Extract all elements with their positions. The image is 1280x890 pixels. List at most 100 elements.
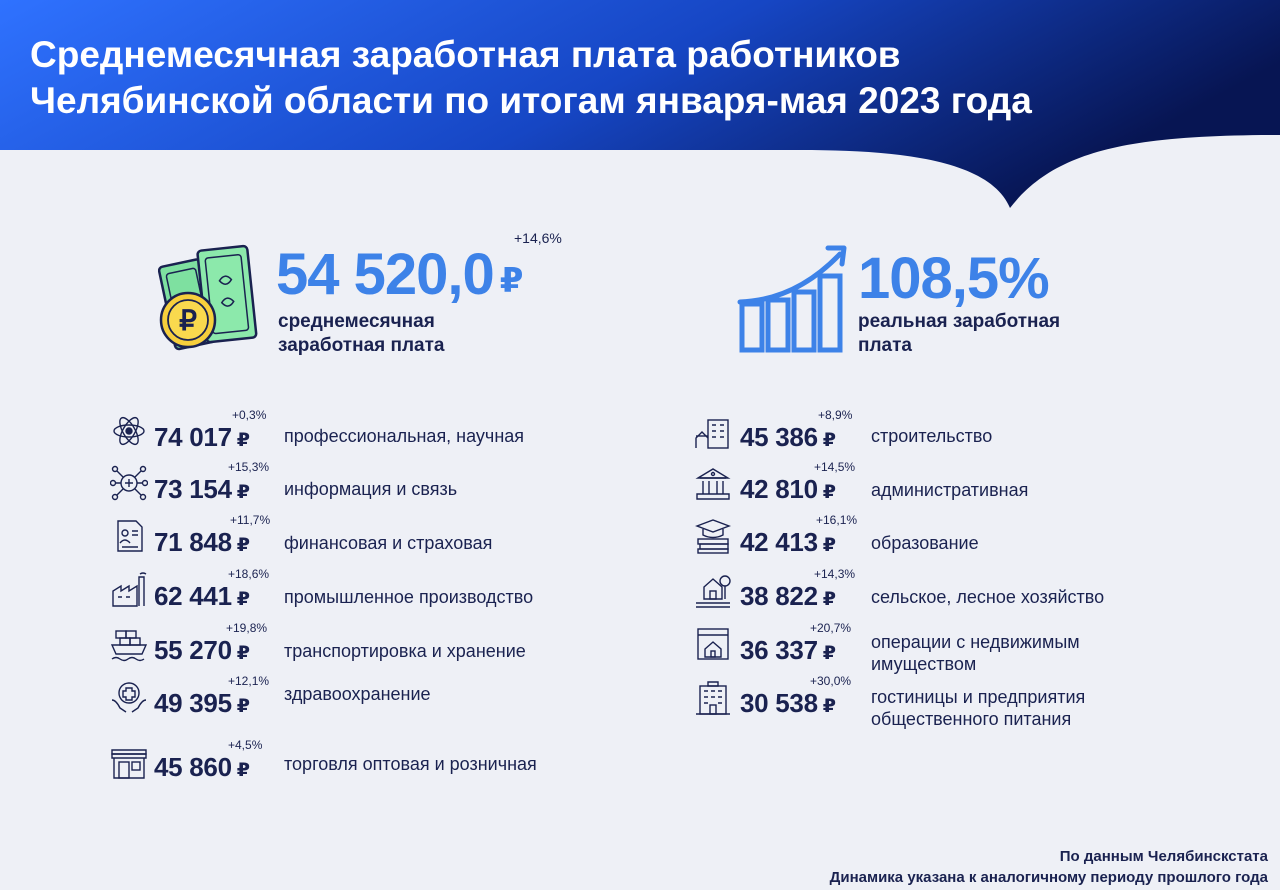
health-care-icon	[111, 682, 147, 713]
sector-label: финансовая и страховая	[284, 533, 493, 553]
sector-value: 30 538 ₽	[740, 688, 836, 719]
sector-change: +30,0%	[810, 674, 852, 688]
growth-chart-icon	[737, 245, 847, 353]
sector-label: административная	[871, 479, 1028, 501]
sector-label: промышленное производство	[284, 587, 534, 607]
salary-change: +14,6%	[514, 230, 562, 246]
network-icon	[110, 465, 148, 501]
sector-amount: 42 810	[740, 474, 818, 504]
sector-currency: ₽	[236, 482, 250, 503]
salary-value: 54 520,0 ₽	[276, 242, 524, 316]
sector-amount: 42 413	[740, 527, 818, 557]
sector-amount: 36 337	[740, 635, 818, 665]
salary-label-line2: заработная плата	[278, 335, 445, 356]
sector-label: гостиницы и предприятия общественного пит…	[871, 686, 1085, 730]
sector-value: 42 810 ₽	[740, 474, 836, 505]
cargo-ship-icon	[110, 630, 148, 662]
sector-change: +18,6%	[228, 567, 270, 581]
sector-amount: 49 395	[154, 688, 232, 718]
sector-value: 45 386 ₽	[740, 422, 836, 453]
sector-row-industry: +18,6% 62 441 ₽ промышленное производство	[110, 567, 580, 619]
salary-label: среднемесячная заработная плата	[278, 310, 445, 358]
sector-label: образование	[871, 532, 979, 554]
sector-label-line1: сельское, лесное хозяйство	[871, 587, 1105, 607]
sector-value: 42 413 ₽	[740, 527, 836, 558]
sector-amount: 45 386	[740, 422, 818, 452]
sector-row-finance: +11,7% 71 848 ₽ финансовая и страховая	[110, 513, 580, 565]
sector-amount: 38 822	[740, 581, 818, 611]
sector-currency: ₽	[822, 643, 836, 664]
sector-label-line1: строительство	[871, 426, 993, 446]
sector-amount: 55 270	[154, 635, 232, 665]
sector-value: 55 270 ₽	[154, 635, 250, 666]
sector-row-it: +15,3% 73 154 ₽ информация и связь	[110, 460, 580, 512]
sector-label: здравоохранение	[284, 684, 431, 704]
sector-value: 62 441 ₽	[154, 581, 250, 612]
sector-row-trade: +4,5% 45 860 ₽ торговля оптовая и розничн…	[110, 738, 580, 790]
sector-label-line1: образование	[871, 533, 979, 553]
sector-label: операции с недвижимым имуществом	[871, 631, 1080, 675]
page-title: Среднемесячная заработная плата работник…	[30, 32, 1230, 124]
sector-row-real-estate: +20,7% 36 337 ₽ операции с недвижимым имущ…	[694, 621, 1154, 675]
sector-value: 45 860 ₽	[154, 752, 250, 783]
header-banner	[0, 0, 1280, 208]
dynamics-note: Динамика указана к аналогичному периоду …	[829, 869, 1268, 886]
shop-icon	[111, 749, 147, 779]
sector-row-construction: +8,9% 45 386 ₽ строительство	[694, 408, 1154, 460]
sector-currency: ₽	[236, 643, 250, 664]
construction-icon	[695, 419, 729, 449]
sector-currency: ₽	[822, 696, 836, 717]
sector-row-education: +16,1% 42 413 ₽ образование	[694, 513, 1154, 565]
sector-change: +19,8%	[226, 621, 268, 635]
factory-icon	[112, 572, 147, 607]
sector-row-health: +12,1% 49 395 ₽ здравоохранение	[110, 674, 580, 726]
sector-amount: 73 154	[154, 474, 232, 504]
sector-row-agriculture: +14,3% 38 822 ₽ сельское, лесное хозяйств…	[694, 567, 1154, 619]
sector-label-line1: административная	[871, 480, 1029, 500]
sector-row-hospitality: +30,0% 30 538 ₽ гостиницы и предприятия об…	[694, 674, 1154, 729]
sector-currency: ₽	[236, 430, 250, 451]
sector-change: +8,9%	[818, 408, 853, 422]
sector-change: +20,7%	[810, 621, 852, 635]
real-salary-label-line2: плата	[858, 335, 912, 356]
sector-change: +12,1%	[228, 674, 270, 688]
sector-row-science: +0,3% 74 017 ₽ профессиональная, научная	[110, 408, 580, 460]
sector-currency: ₽	[236, 696, 250, 717]
sector-value: 71 848 ₽	[154, 527, 250, 558]
sector-currency: ₽	[236, 589, 250, 610]
real-estate-icon	[697, 628, 729, 660]
page-title-line2: Челябинской области по итогам января-мая…	[30, 80, 1032, 121]
salary-label-line1: среднемесячная	[278, 311, 435, 332]
education-icon	[695, 519, 731, 554]
real-salary-label: реальная заработная плата	[858, 310, 1060, 358]
insurance-document-icon	[117, 520, 143, 552]
sector-amount: 71 848	[154, 527, 232, 557]
sector-value: 38 822 ₽	[740, 581, 836, 612]
sector-label: транспортировка и хранение	[284, 641, 526, 661]
hotel-icon	[696, 681, 730, 715]
sector-change: +4,5%	[228, 738, 263, 752]
source-note: По данным Челябинскстата Динамика указан…	[830, 846, 1268, 888]
sector-change: +11,7%	[230, 513, 271, 527]
sector-label-line2: имуществом	[871, 654, 977, 674]
sector-amount: 45 860	[154, 752, 232, 782]
science-icon	[113, 416, 145, 446]
sector-amount: 62 441	[154, 581, 232, 611]
salary-currency: ₽	[499, 262, 524, 300]
sector-label-line1: операции с недвижимым	[871, 632, 1080, 652]
real-salary-label-line1: реальная заработная	[858, 311, 1061, 332]
sector-currency: ₽	[236, 535, 250, 556]
money-coin-icon: ₽	[158, 244, 258, 351]
salary-amount: 54 520,0	[276, 242, 495, 307]
sector-currency: ₽	[822, 589, 836, 610]
sector-value: 49 395 ₽	[154, 688, 250, 719]
government-building-icon	[695, 468, 731, 500]
sector-label: информация и связь	[284, 479, 458, 499]
sector-value: 74 017 ₽	[154, 422, 250, 453]
sector-change: +14,5%	[814, 460, 856, 474]
sector-currency: ₽	[236, 760, 250, 781]
sector-amount: 74 017	[154, 422, 232, 452]
page-title-line1: Среднемесячная заработная плата работник…	[30, 34, 901, 75]
sector-value: 36 337 ₽	[740, 635, 836, 666]
sector-change: +0,3%	[232, 408, 267, 422]
